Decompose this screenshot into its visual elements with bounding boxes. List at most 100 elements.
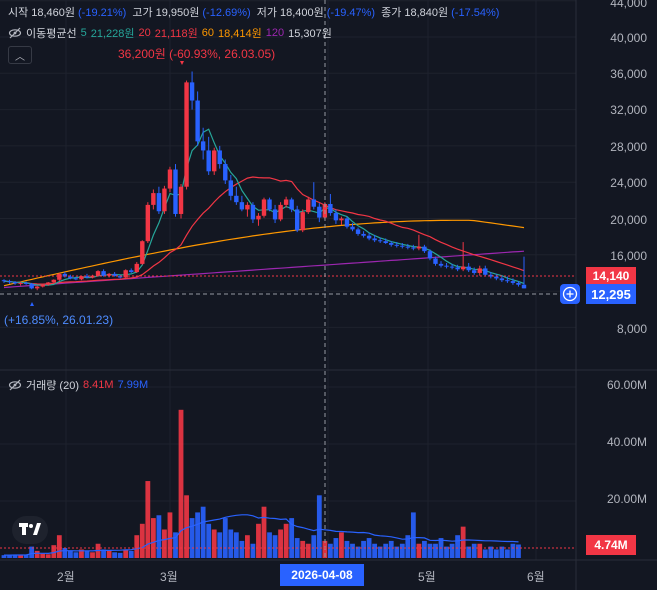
open-label: 시작 (8, 7, 29, 19)
candle-body (488, 274, 494, 277)
candle-body (405, 246, 411, 248)
volume-bar (195, 512, 201, 558)
candle-body (372, 238, 377, 241)
volume-bar (477, 543, 483, 558)
candle-body (306, 199, 311, 213)
ma-legend[interactable]: 이동평균선 5 21,228원 20 21,118원 60 18,414원 120 15… (8, 25, 332, 41)
volume-bar (361, 540, 366, 558)
candle-body (278, 204, 283, 220)
ma20-period: 20 (138, 27, 151, 39)
volume-bar (206, 523, 212, 558)
volume-bar (128, 550, 134, 558)
volume-title: 거래량 (20) (26, 380, 79, 392)
low-value: 18,400원 (280, 7, 324, 19)
candle-body (245, 204, 250, 210)
volume-bar (289, 518, 295, 558)
volume-bar (184, 495, 189, 558)
volume-bar (482, 549, 488, 558)
volume-bar (316, 495, 322, 558)
volume-bar (377, 546, 383, 558)
volume-bars (1, 409, 521, 558)
high-label: 고가 (132, 7, 153, 19)
candle-body (394, 244, 399, 246)
candle-body (499, 278, 505, 281)
chevron-up-icon: ︿ (15, 51, 25, 63)
candle-body (140, 241, 145, 264)
ma60-period: 60 (201, 27, 214, 39)
candle-body (34, 286, 40, 289)
volume-bar (261, 506, 267, 558)
candle-body (112, 273, 117, 277)
volume-bar (239, 540, 245, 558)
volume-ma-value: 7.99M (117, 379, 149, 391)
volume-bar (222, 518, 228, 558)
volume-bar (150, 518, 156, 558)
candle-body (23, 282, 29, 284)
time-axis-label: 5월 (418, 570, 436, 584)
candle-body (256, 215, 261, 220)
candle-body (212, 150, 217, 172)
crosshair-date-tag: 2026-04-08 (280, 564, 364, 586)
candle-body (189, 82, 195, 101)
volume-bar (272, 535, 278, 558)
candle-body (46, 282, 51, 285)
low-marker (30, 302, 34, 306)
volume-bar (145, 481, 151, 558)
candle-body (200, 141, 206, 151)
candle-body (95, 271, 101, 276)
plus-circle-icon (562, 286, 578, 302)
low-annotation: (+16.85%, 26.01.23) (4, 313, 114, 327)
close-change: (-17.54%) (451, 7, 500, 19)
low-label: 저가 (256, 7, 277, 19)
candle-body (62, 273, 68, 277)
volume-ma-line (4, 514, 519, 556)
volume-bar (516, 544, 521, 558)
close-label: 종가 (381, 7, 402, 19)
candle-body (7, 281, 12, 283)
volume-bar (156, 515, 162, 558)
volume-bar (311, 535, 317, 558)
volume-bar (350, 543, 355, 558)
volume-bar (29, 546, 35, 558)
volume-bar (344, 540, 350, 558)
candle-body (361, 233, 366, 236)
low-change: (-19.47%) (326, 7, 376, 19)
tradingview-logo[interactable] (12, 516, 48, 544)
volume-bar (134, 535, 140, 558)
candle-body (438, 263, 444, 266)
volume-bar (228, 529, 234, 558)
volume-bar (1, 555, 7, 558)
high-marker (180, 61, 184, 65)
volume-bar (51, 545, 57, 558)
last-price-tag: 14,140 (586, 267, 636, 285)
candle-body (162, 188, 167, 212)
candle-body (510, 281, 516, 283)
candle-body (156, 193, 162, 212)
volume-bar (112, 552, 118, 558)
candle-body (344, 218, 350, 227)
candle-body (223, 164, 228, 181)
eye-slash-icon[interactable] (8, 378, 22, 392)
price-axis-label: 24,000 (610, 176, 647, 190)
volume-bar (45, 554, 51, 558)
eye-slash-icon[interactable] (8, 26, 22, 40)
candle-body (377, 240, 383, 242)
volume-bar (250, 543, 256, 558)
add-alert-button[interactable] (560, 284, 580, 304)
candle-body (317, 206, 322, 218)
volume-bar (460, 526, 466, 558)
price-axis-label: 8,000 (616, 322, 647, 336)
volume-bar (200, 506, 206, 558)
volume-bar (416, 543, 422, 558)
price-axis-label: 44,000 (610, 0, 647, 10)
volume-legend[interactable]: 거래량 (20) 8.41M 7.99M (8, 377, 148, 393)
candle-body (178, 186, 184, 214)
candle-body (267, 199, 272, 210)
candle-body (444, 265, 449, 267)
ma5-period: 5 (80, 27, 87, 39)
high-change: (-12.69%) (202, 7, 251, 19)
collapse-legend-button[interactable]: ︿ (8, 46, 32, 64)
candle-body (40, 284, 45, 287)
volume-bar (106, 550, 112, 558)
